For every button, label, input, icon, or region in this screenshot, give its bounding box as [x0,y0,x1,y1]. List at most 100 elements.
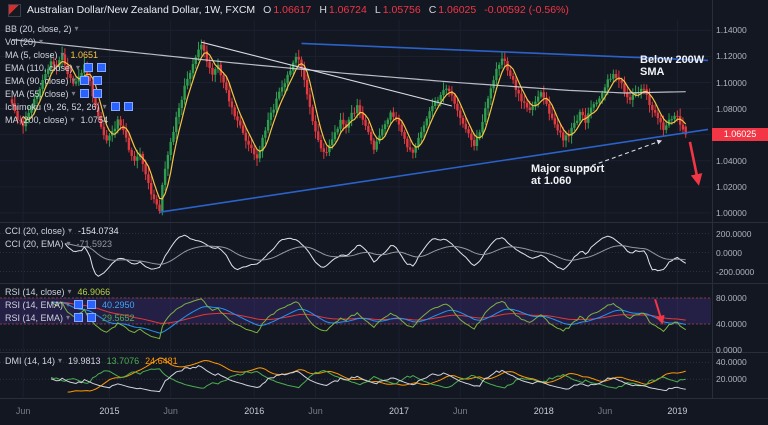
chevron-down-icon[interactable]: ▾ [70,114,75,124]
selection-handle[interactable] [92,89,102,98]
indicator-label: CCI (20, close) [5,225,66,236]
high-label: H [319,4,327,16]
chevron-down-icon[interactable]: ▾ [75,62,80,72]
indicator-label: EMA (90, close) [5,75,69,86]
selection-handle[interactable] [74,313,84,322]
time-axis-label: Jun [15,406,31,416]
indicator-value: 46.9066 [77,286,111,297]
indicator-label: EMA (55, close) [5,88,69,99]
axis-tick-label: 1.12000 [716,51,747,62]
axis-tick-label: 1.10000 [716,77,747,88]
indicator-legend-row[interactable]: EMA (90, close) ▾ [5,74,133,87]
indicator-value: 19.9813 [68,355,101,366]
axis-tick-label: 20.0000 [716,374,747,385]
axis-tick-label: 1.04000 [716,155,747,166]
chevron-down-icon[interactable]: ▾ [66,299,71,309]
indicator-legend-row[interactable]: MA (200, close) ▾ 1.0754 [5,113,133,126]
indicator-legend-row[interactable]: Ichimoku (9, 26, 52, 26) ▾ [5,100,133,113]
selection-handle[interactable] [74,300,84,309]
time-axis-label: 2019 [667,406,688,416]
pane-separator[interactable] [0,352,768,353]
chevron-down-icon[interactable]: ▾ [74,23,79,33]
axis-tick-label: 1.14000 [716,25,747,36]
time-scale[interactable]: Jun 2015 Jun 2016 Jun 2017 Jun 2018 Jun 2019 [0,398,768,425]
indicator-value: 40.2950 [102,299,135,310]
indicator-legend-row[interactable]: CCI (20, close) ▾ -154.0734 [5,224,119,237]
selection-handle[interactable] [79,89,89,98]
indicator-legend-row[interactable]: RSI (14, EMA) ▾ 40.2950 [5,298,135,311]
indicator-label: RSI (14, EMA) [5,299,64,310]
selection-handle[interactable] [123,102,133,111]
annotation-text: Below 200W [640,54,705,66]
indicator-legend-row[interactable]: RSI (14, EMA) ▾ 29.5652 [5,311,135,324]
indicator-value: 13.7076 [106,355,140,366]
axis-tick-label: 200.0000 [716,228,752,239]
axis-tick-label: 1.02000 [716,181,747,192]
indicator-label: EMA (110, close) [5,62,73,73]
time-axis-label: 2016 [244,406,265,416]
selection-handle[interactable] [87,300,97,309]
last-price-tag: 1.06025 [712,128,768,141]
selection-handle[interactable] [96,63,106,72]
time-axis-label: 2017 [388,406,409,416]
low-value: 1.05756 [382,4,421,16]
chevron-down-icon[interactable]: ▾ [58,355,63,365]
selection-handle[interactable] [79,76,89,85]
dmi-indicator-legend: DMI (14, 14) ▾ 19.9813 13.7076 24.6481 [5,354,178,367]
axis-tick-label: 1.08000 [716,103,747,114]
indicator-label: BB (20, close, 2) [5,23,72,34]
indicator-legend-row[interactable]: Vol (20) ▾ [5,35,133,48]
indicator-legend-row[interactable]: DMI (14, 14) ▾ 19.9813 13.7076 24.6481 [5,354,178,367]
chevron-down-icon[interactable]: ▾ [68,225,73,235]
pane-separator[interactable] [0,283,768,284]
symbol-title[interactable]: Australian Dollar/New Zealand Dollar, 1W… [27,4,256,16]
chevron-down-icon[interactable]: ▾ [67,286,72,296]
indicator-value: -154.0734 [78,225,119,236]
chevron-down-icon[interactable]: ▾ [71,88,76,98]
price-scale[interactable]: 1.140001.120001.100001.080001.060001.040… [712,0,768,398]
selection-handle[interactable] [83,63,93,72]
indicator-label: Ichimoku (9, 26, 52, 26) [5,101,100,112]
close-value: 1.06025 [438,4,477,16]
indicator-value: 29.5652 [102,312,135,323]
annotation-below-200w-sma[interactable]: Below 200W SMA [640,54,704,78]
indicator-label: RSI (14, close) [5,286,65,297]
symbol-logo-icon [8,3,21,17]
selection-handle[interactable] [87,313,97,322]
indicator-label: CCI (20, EMA) [5,238,64,249]
chevron-down-icon[interactable]: ▾ [66,238,71,248]
indicator-label: MA (5, close) [5,49,58,60]
annotation-text: at 1.060 [531,175,572,187]
selection-handle[interactable] [92,76,102,85]
annotation-major-support[interactable]: Major support at 1.060 [531,163,604,187]
axis-tick-label: 1.00000 [716,207,747,218]
axis-tick-label: 40.0000 [716,319,747,329]
indicator-legend-row[interactable]: RSI (14, close) ▾ 46.9066 [5,285,135,298]
open-value: 1.06617 [273,4,312,16]
time-axis-label: Jun [597,406,613,416]
pane-separator[interactable] [0,222,768,223]
chevron-down-icon[interactable]: ▾ [66,312,71,322]
indicator-value: 1.0754 [80,114,109,125]
close-label: C [428,4,437,16]
indicator-legend-row[interactable]: BB (20, close, 2) ▾ [5,22,133,35]
chevron-down-icon[interactable]: ▾ [39,36,44,46]
indicator-legend-row[interactable]: CCI (20, EMA) ▾ -71.5923 [5,237,119,250]
indicator-legend-row[interactable]: MA (5, close) ▾ 1.0651 [5,48,133,61]
indicator-legend-row[interactable]: EMA (110, close) ▾ [5,61,133,74]
high-value: 1.06724 [328,4,367,16]
selection-handle[interactable] [110,102,120,111]
chevron-down-icon[interactable]: ▾ [60,49,65,59]
annotation-text: Major support [531,163,605,175]
indicator-legend-row[interactable]: EMA (55, close) ▾ [5,87,133,100]
chevron-down-icon[interactable]: ▾ [102,101,107,111]
indicator-value: -71.5923 [76,238,113,249]
chevron-down-icon[interactable]: ▾ [71,75,76,85]
time-axis-label: 2015 [99,406,120,416]
axis-tick-label: -200.0000 [716,266,755,277]
axis-tick-label: 0.0000 [716,247,742,258]
time-axis-label: Jun [452,406,468,416]
time-axis-label: Jun [308,406,323,416]
